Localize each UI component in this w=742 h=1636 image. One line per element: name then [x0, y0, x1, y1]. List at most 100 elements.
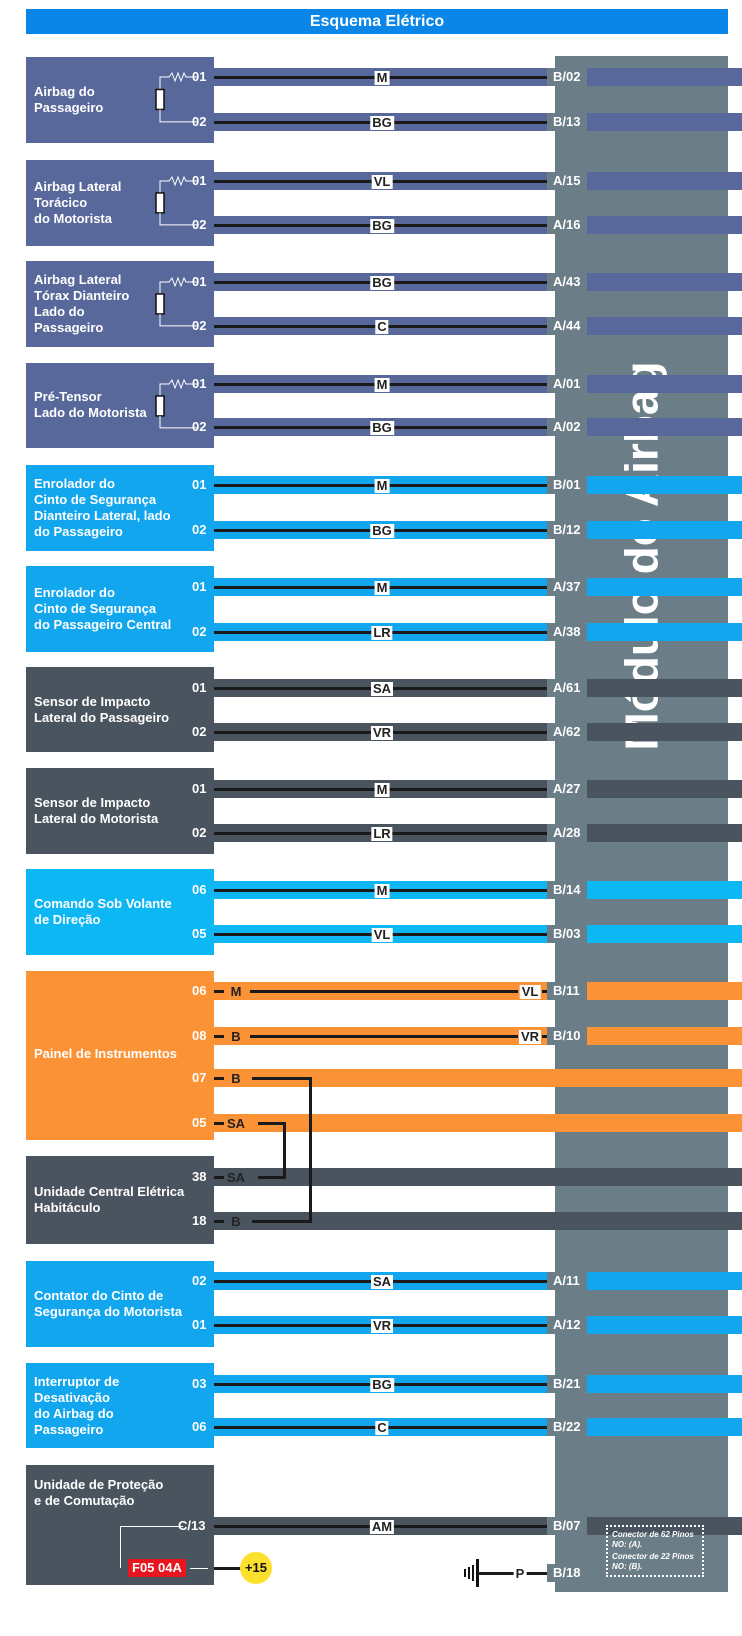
wire-color-label: M [374, 376, 390, 392]
component-box: Sensor de Impacto Lateral do Passageiro [26, 666, 214, 753]
module-pin: B/22 [547, 1418, 587, 1437]
wire [214, 1219, 224, 1223]
wire [542, 1034, 550, 1038]
wire-color-label: M [374, 781, 390, 797]
component-label: Cinto de Segurança [34, 491, 157, 507]
component-box: Unidade Central Elétrica Habitáculo [26, 1155, 214, 1244]
component-label: Interruptor de [34, 1373, 120, 1389]
component-label: Enrolador do [34, 475, 115, 491]
component-label: Airbag Lateral [34, 272, 122, 288]
module-pin: B/10 [547, 1026, 587, 1045]
wire-color-label: BG [370, 522, 394, 538]
component-label: Cinto de Segurança [34, 601, 157, 617]
component-label: Passageiro [34, 320, 104, 336]
module-pin: B/07 [547, 1516, 587, 1535]
module-pin: A/44 [547, 317, 587, 336]
wire-color-label: SA [226, 1116, 246, 1132]
module-pin: A/16 [547, 215, 587, 234]
component-label: Pré-Tensor [34, 389, 102, 405]
component-label: Painel de Instrumentos [34, 1045, 178, 1061]
supply-terminal: +15 [240, 1551, 272, 1584]
module-pin: A/12 [547, 1316, 587, 1335]
component-label: Lado do [34, 304, 85, 320]
component-box: Enrolador do Cinto de Segurança Dianteiro … [26, 465, 214, 551]
component-label: Lateral do Passageiro [34, 709, 170, 725]
wire-color-label: B [231, 1028, 241, 1044]
component-label: Torácico [34, 194, 88, 210]
wire-color-label: VR [518, 1028, 542, 1044]
connector-pin: 07 [190, 1069, 742, 1088]
component-box: Sensor de Impacto Lateral do Motorista [26, 768, 214, 854]
wire [283, 1122, 286, 1179]
wire-color-label: LR [371, 825, 393, 841]
wire [250, 989, 518, 993]
module-pin: A/43 [547, 273, 587, 292]
component-box: Airbag do Passageiro [26, 57, 214, 144]
component-label: Comando Sob Volante [34, 896, 172, 912]
component-label: do Passageiro Central [34, 617, 172, 633]
wire [309, 1077, 312, 1223]
module-pin: A/28 [547, 823, 587, 842]
component-box: Comando Sob Volante de Direção [26, 869, 214, 956]
wire-color-label: BG [370, 275, 394, 291]
squib-resistor-icon [155, 378, 198, 428]
connector-pin: 18 [190, 1211, 742, 1230]
wire-color-label: SA [226, 1169, 246, 1185]
wire-color-label: VR [370, 1318, 394, 1334]
component-label: Segurança do Motorista [34, 1304, 183, 1320]
component-box: Interruptor de Desativação do Airbag do Pas… [26, 1362, 214, 1449]
wire-color-label: M [374, 70, 390, 86]
wire-color-label: LR [371, 625, 393, 641]
wire-color-label: M [374, 477, 390, 493]
component-label: Sensor de Impacto [34, 794, 151, 810]
component-box: Airbag Lateral Tórax Dianteiro Lado do Pas… [26, 261, 214, 347]
component-label: e de Comutação [34, 1493, 135, 1509]
wire-color-label: VL [371, 173, 393, 189]
fuse-label: F05 04A [128, 1558, 186, 1577]
wire [214, 1077, 224, 1081]
squib-resistor-icon [155, 175, 198, 226]
component-label: de Direção [34, 912, 101, 928]
wire [250, 1034, 518, 1038]
wire-color-label: VL [519, 983, 541, 999]
wire-color-label: BG [370, 217, 394, 233]
internal-link [190, 1567, 208, 1569]
wire [214, 1034, 224, 1038]
ground-icon [464, 1558, 479, 1587]
component-label: Unidade de Proteção [34, 1477, 164, 1493]
component-label: Desativação [34, 1389, 110, 1405]
component-label: Sensor de Impacto [34, 693, 151, 709]
connector-note: Conector de 62 Pinos NO: (A). Conector d… [606, 1525, 704, 1577]
wire [258, 1122, 286, 1126]
component-label: do Airbag do [34, 1405, 114, 1421]
wire-color-label: M [374, 580, 390, 596]
wire [252, 1219, 312, 1223]
component-box: Enrolador do Cinto de Segurança do Passage… [26, 566, 214, 653]
module-pin: B/21 [547, 1374, 587, 1393]
wire-color-label: B [231, 1213, 241, 1229]
component-box: Painel de Instrumentos [26, 970, 214, 1141]
wire [478, 1571, 547, 1575]
wire-color-label: VR [370, 724, 394, 740]
wire-color-label: C [375, 319, 389, 335]
component-label: do Motorista [34, 210, 112, 226]
connector-pin: 38 [190, 1167, 742, 1186]
module-pin: A/27 [547, 779, 587, 798]
wire [214, 1122, 224, 1126]
component-label: Unidade Central Elétrica [34, 1183, 185, 1199]
wire [542, 989, 550, 993]
wire-color-label: BG [370, 1376, 394, 1392]
wire-color-label: M [374, 883, 390, 899]
page-title: Esquema Elétrico [26, 9, 728, 34]
component-label: Passageiro [34, 1421, 104, 1437]
module-pin: B/11 [547, 981, 587, 1000]
component-label: Enrolador do [34, 585, 115, 601]
component-label: Lateral do Motorista [34, 810, 159, 826]
internal-link [120, 1525, 183, 1569]
wire-color-label: P [513, 1565, 527, 1581]
module-pin: A/11 [547, 1272, 587, 1291]
squib-resistor-icon [155, 72, 198, 123]
module-pin: A/02 [547, 418, 587, 437]
module-pin: A/01 [547, 374, 587, 393]
component-label: do Passageiro [34, 523, 123, 539]
